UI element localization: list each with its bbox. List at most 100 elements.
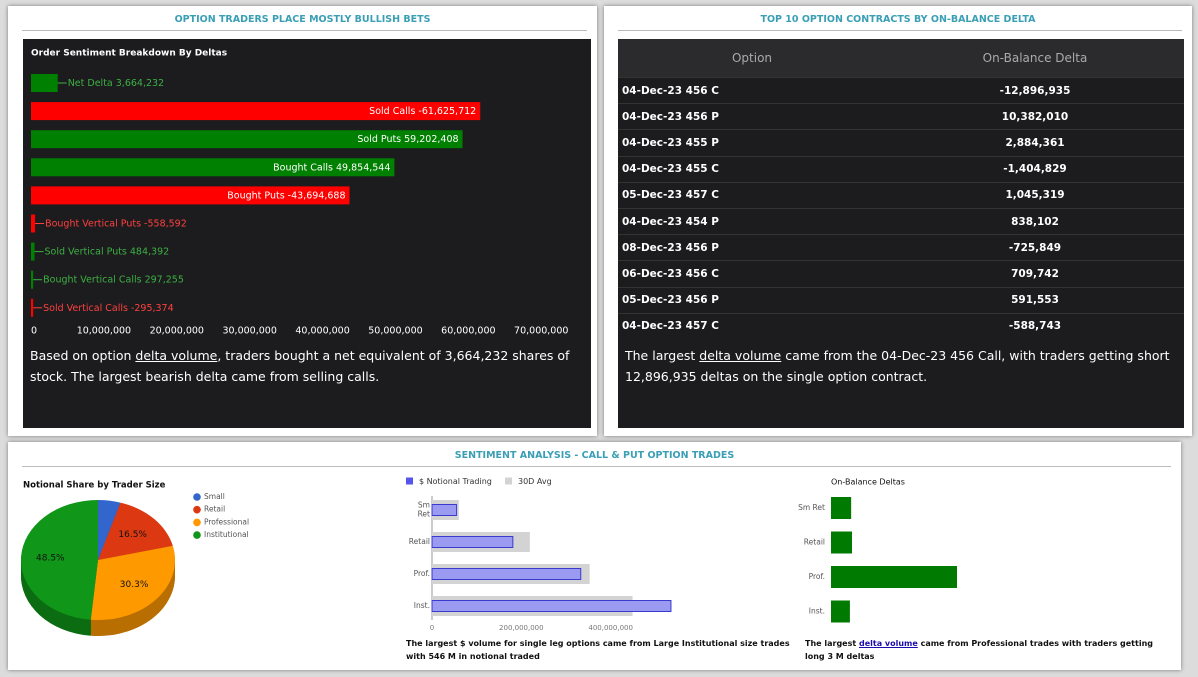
note-text: , traders bought a net equivalent of 3,6… — [30, 348, 570, 384]
divider — [22, 30, 587, 31]
bar — [31, 298, 34, 317]
x-tick-label: 20,000,000 — [150, 326, 204, 337]
table-row: 05-Dec-23 456 P 591,553 — [618, 286, 1184, 314]
category-label: Inst. — [414, 601, 430, 610]
label-line: Sm — [418, 501, 430, 510]
chart-title: On-Balance Deltas — [831, 478, 905, 487]
table-cell: 04-Dec-23 455 C — [618, 155, 886, 183]
divider — [618, 30, 1182, 31]
link[interactable]: delta volume — [135, 348, 218, 363]
table-cell: 08-Dec-23 456 P — [618, 234, 886, 261]
table-cell: 709,742 — [886, 260, 1184, 287]
table-row: 04-Dec-23 455 C -1,404,829 — [618, 155, 1184, 183]
note-text: Based on option — [30, 348, 136, 363]
value-label: 484,392 — [130, 246, 169, 257]
category-label: Inst. — [809, 607, 825, 616]
panel: OPTION TRADERS PLACE MOSTLY BULLISH BETS — [8, 6, 597, 436]
legend-swatch — [406, 477, 413, 485]
note-text: came from the 04-Dec-23 456 Call, with t… — [625, 348, 1170, 384]
value-label: -43,694,688 — [288, 190, 346, 201]
legend-label: Institutional — [204, 530, 249, 539]
category-label: Sold Calls — [369, 106, 415, 117]
table-row: 04-Dec-23 457 C -588,743 — [618, 312, 1184, 339]
table-cell: 591,553 — [886, 286, 1184, 314]
column-header: On-Balance Delta — [886, 39, 1184, 78]
legend-swatch — [193, 505, 201, 514]
category-label: Bought Vertical Calls — [43, 274, 141, 285]
table-cell: 10,382,010 — [886, 103, 1184, 130]
table-cell: 2,884,361 — [886, 129, 1184, 157]
data-label: Sold Vertical Puts 484,392 — [45, 246, 170, 257]
table-cell: 1,045,319 — [886, 181, 1184, 209]
x-tick-label: 30,000,000 — [222, 326, 276, 337]
legend-label: $ Notional Trading — [419, 477, 492, 486]
category-label: Prof. — [414, 569, 430, 578]
table-cell: 06-Dec-23 456 C — [618, 260, 886, 287]
x-tick-label: 10,000,000 — [77, 326, 131, 337]
x-tick-label: 40,000,000 — [295, 326, 349, 337]
category-label: Sold Vertical Puts — [45, 246, 127, 257]
category-label: Net Delta — [68, 78, 113, 89]
legend-label: 30D Avg — [518, 477, 552, 486]
data-label: Sold Vertical Calls -295,374 — [43, 302, 174, 313]
category-label: Retail — [409, 537, 430, 546]
value-label: -61,625,712 — [418, 106, 476, 117]
table-row: 04-Dec-23 455 P 2,884,361 — [618, 129, 1184, 157]
data-label: 30.3% — [120, 580, 149, 590]
link[interactable]: delta volume — [858, 639, 918, 648]
category-label: Sm Ret — [418, 501, 430, 519]
legend-swatch — [193, 518, 201, 527]
table-cell: -725,849 — [886, 234, 1184, 261]
legend-label: Small — [204, 492, 225, 501]
x-tick-label: 400,000,000 — [588, 624, 633, 632]
bar — [831, 497, 852, 519]
data-label: Bought Calls 49,854,544 — [273, 162, 390, 173]
table-cell: 04-Dec-23 455 P — [618, 129, 886, 157]
table-row: 04-Dec-23 454 P 838,102 — [618, 207, 1184, 235]
panel-title: SENTIMENT ANALYSIS - CALL & PUT OPTION T… — [454, 450, 735, 461]
note: The largest delta volume came from Profe… — [805, 637, 1170, 663]
panel-title: TOP 10 OPTION CONTRACTS BY ON-BALANCE DE… — [760, 14, 1036, 25]
legend-label: Retail — [204, 505, 225, 514]
note: The largest $ volume for single leg opti… — [406, 637, 791, 663]
x-tick-label: 0 — [31, 326, 37, 337]
bar — [831, 600, 850, 623]
category-label: Sold Puts — [357, 134, 401, 145]
bar — [31, 102, 481, 121]
table-cell: 05-Dec-23 457 C — [618, 181, 886, 209]
bar — [431, 568, 582, 580]
table-cell: 04-Dec-23 454 P — [618, 207, 886, 235]
table-cell: -1,404,829 — [886, 155, 1184, 183]
value-label: -295,374 — [131, 302, 174, 313]
data-label: 48.5% — [36, 554, 65, 564]
category-label: Sm Ret — [798, 503, 825, 512]
panel-title: OPTION TRADERS PLACE MOSTLY BULLISH BETS — [174, 14, 431, 25]
note-text: came from Professional trades with trade… — [805, 639, 1153, 661]
x-tick-label: 70,000,000 — [514, 326, 568, 337]
data-label: Bought Vertical Puts -558,592 — [45, 218, 187, 229]
data-label: Bought Puts -43,694,688 — [227, 190, 345, 201]
link[interactable]: delta volume — [699, 348, 782, 363]
x-tick-label: 50,000,000 — [368, 326, 422, 337]
value-label: 297,255 — [145, 274, 184, 285]
legend-swatch — [193, 531, 201, 539]
legend-swatch — [193, 493, 201, 501]
note-text: The largest — [805, 639, 859, 648]
value-label: 59,202,408 — [404, 134, 458, 145]
column-header: Option — [618, 39, 886, 78]
bar — [31, 130, 463, 149]
data-label: Sold Calls -61,625,712 — [369, 106, 476, 117]
table-cell: 04-Dec-23 456 P — [618, 103, 886, 130]
table-cell: 04-Dec-23 457 C — [618, 312, 886, 339]
value-label: 49,854,544 — [336, 162, 390, 173]
bar — [31, 242, 35, 261]
note-text: The largest — [625, 348, 700, 363]
table-cell: -588,743 — [886, 312, 1184, 339]
bar — [31, 186, 350, 205]
table-cell: 05-Dec-23 456 P — [618, 286, 886, 314]
data-label: 16.5% — [118, 530, 147, 540]
contracts-table: Option On-Balance Delta 04-Dec-23 456 C -1… — [618, 39, 1184, 339]
value-label: 3,664,232 — [116, 78, 164, 89]
